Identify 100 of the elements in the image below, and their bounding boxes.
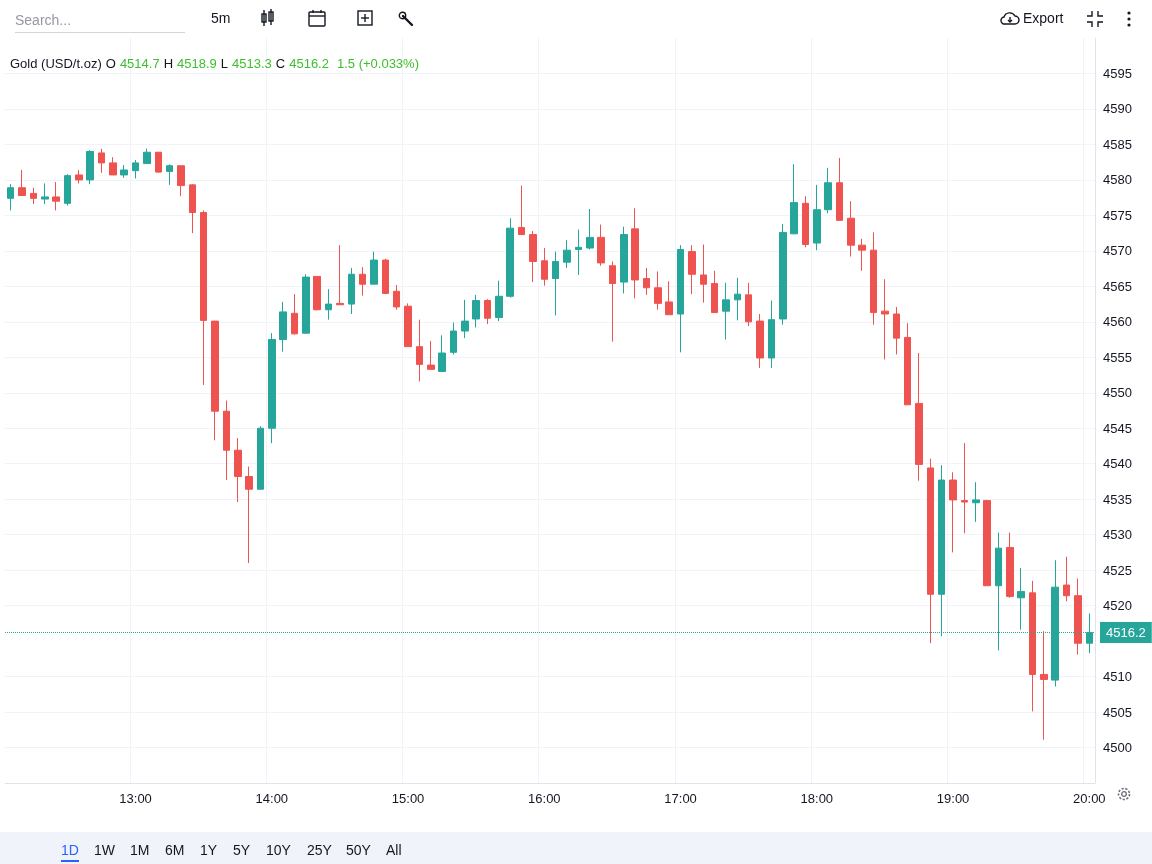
text: 5Y [233,842,251,858]
candlestick [336,244,344,306]
candlestick [495,280,503,322]
candlestick [609,261,616,343]
y-tick-label: 4555 [1103,349,1132,365]
candlestick [563,239,571,269]
candlestick [279,301,287,353]
candlestick [109,156,117,176]
candlestick [802,195,809,248]
candlestick [711,270,718,314]
candlestick [1029,580,1036,712]
text: 25Y [307,842,332,858]
text: 10Y [266,842,291,858]
candlestick [132,159,139,179]
y-tick-label: 4500 [1103,740,1132,756]
candlestick [370,251,378,285]
candlestick [86,149,94,185]
x-tick-label: 14:00 [255,791,289,806]
candlestick [643,267,650,296]
candlestick [824,167,832,214]
candlestick [166,163,173,186]
candlestick [688,244,696,295]
candlestick [291,293,298,336]
candlestick [904,322,911,406]
candlestick [1074,578,1082,656]
candlestick [813,184,821,251]
candlestick [983,499,991,587]
y-tick-label: 4570 [1103,243,1132,259]
candlestick [245,466,253,564]
candlestick [552,251,559,316]
candlestick [779,223,787,326]
candlestick [189,183,196,234]
annotation: C [275,56,286,71]
text: 1M [130,842,150,858]
candlestick [120,164,128,179]
text: 1Y [200,842,218,858]
y-tick-label: 4595 [1103,65,1132,81]
candlestick [677,244,684,353]
text: 1D [61,842,79,862]
text: 5m [211,10,231,26]
candlestick [597,224,605,267]
candlestick [268,332,276,444]
annotation: 1.5 (+0.033%) [336,56,419,71]
annotation: L [220,56,229,71]
candlestick [654,270,662,311]
annotation: H [163,56,174,71]
candlestick [665,280,673,316]
annotation: 4514.7 [119,56,160,71]
candlestick [211,320,219,441]
candlestick [961,442,968,534]
candlestick [949,471,957,553]
text: 6M [165,842,185,858]
candlestick [143,148,151,165]
x-tick-label: 17:00 [664,791,697,806]
candlestick [359,266,366,297]
candlestick [734,277,741,321]
annotation: 4516.2 [289,56,329,71]
candlestick [98,148,105,174]
text: Search... [15,12,185,33]
y-tick-label: 4545 [1103,420,1132,436]
candlestick [1040,630,1048,741]
candlestick [927,458,934,644]
candlestick [1063,556,1070,602]
y-tick-label: 4560 [1103,314,1132,330]
text: All [386,842,402,858]
candlestick [313,275,321,311]
x-tick-label: 16:00 [528,791,561,806]
y-tick-label: 4505 [1103,704,1132,720]
candlestick [472,294,480,328]
candlestick [847,200,855,258]
candlestick [1017,567,1025,631]
candlestick [518,185,525,236]
y-tick-label: 4510 [1103,669,1132,685]
candlestick [438,334,446,372]
candlestick [972,481,980,523]
candlestick [234,437,242,503]
candlestick [200,209,207,386]
candlestick [393,284,400,311]
x-tick-label: 13:00 [119,791,152,806]
text: 50Y [346,842,371,858]
y-tick-label: 4520 [1103,598,1132,614]
candlestick [722,282,730,341]
y-tick-label: 4530 [1103,527,1132,543]
candlestick [30,187,37,205]
candlestick [893,306,900,355]
text: Gold (USD/t.oz) [10,56,102,71]
candlestick [348,267,355,315]
candlestick [484,298,491,325]
text: 1W [94,842,115,858]
candlestick [75,169,83,184]
candlestick [18,169,26,197]
candlestick [506,217,514,299]
candlestick [541,247,548,287]
candlestick [836,157,843,221]
candlestick [416,319,423,382]
y-tick-label: 4575 [1103,207,1132,223]
candlestick [404,302,412,348]
candlestick [881,278,889,360]
y-tick-label: 4550 [1103,385,1132,401]
y-tick-label: 4540 [1103,456,1132,472]
